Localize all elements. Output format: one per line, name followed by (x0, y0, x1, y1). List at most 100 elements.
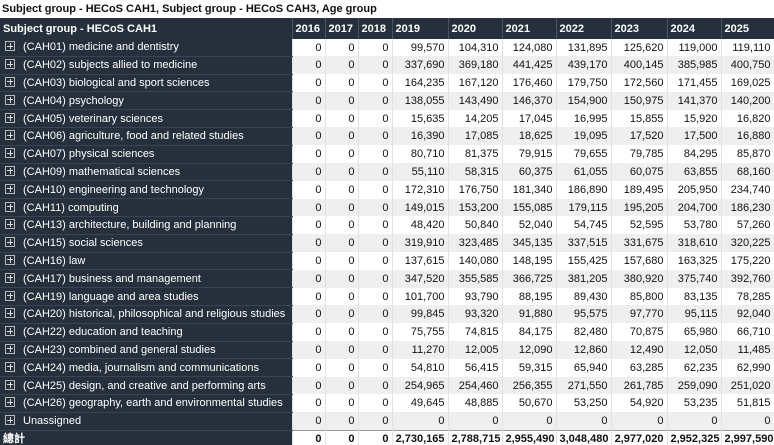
cell-value: 0 (292, 198, 326, 217)
cell-value: 0 (325, 358, 359, 377)
cell-value: 12,005 (448, 341, 503, 359)
expand-icon[interactable] (5, 237, 15, 248)
cell-value: 0 (325, 305, 359, 324)
cell-value: 11,485 (721, 341, 774, 359)
cell-value: 17,500 (667, 127, 722, 146)
expand-icon[interactable] (5, 219, 15, 230)
expand-icon[interactable] (5, 326, 15, 337)
cell-value: 74,815 (448, 323, 503, 342)
expand-icon[interactable] (5, 308, 15, 319)
cell-value: 85,800 (611, 287, 668, 306)
expand-icon[interactable] (5, 59, 15, 70)
expand-icon[interactable] (5, 130, 15, 141)
expand-icon[interactable] (5, 148, 15, 159)
cell-value: 57,260 (721, 216, 774, 235)
cell-value: 0 (611, 412, 668, 431)
cell-value: 52,595 (611, 216, 668, 235)
row-label: 總計 (0, 429, 293, 445)
cell-value: 0 (292, 163, 326, 181)
expand-icon[interactable] (5, 254, 15, 265)
row-label-text: (CAH23) combined and general studies (23, 343, 216, 356)
cell-value: 195,205 (611, 198, 668, 217)
cell-value: 337,515 (556, 234, 612, 253)
cell-value: 254,965 (392, 376, 449, 395)
expand-icon[interactable] (5, 165, 15, 176)
cell-value: 254,460 (448, 376, 503, 395)
expand-icon[interactable] (5, 361, 15, 372)
cell-value: 392,760 (721, 269, 774, 288)
cell-value: 0 (325, 252, 359, 270)
cell-value: 0 (358, 376, 393, 395)
cell-value: 95,115 (667, 305, 722, 324)
table-row: (CAH05) veterinary sciences 0 0 0 15,635 14,2… (0, 109, 774, 128)
table-row: (CAH13) architecture, building and plann… (0, 216, 774, 235)
cell-value: 125,620 (611, 39, 668, 57)
cell-value: 261,785 (611, 376, 668, 395)
table-row: (CAH10) engineering and technology 0 0 0 172… (0, 180, 774, 200)
cell-value: 150,975 (611, 91, 668, 110)
cell-value: 153,200 (448, 198, 503, 217)
cell-value: 179,115 (556, 198, 612, 217)
cell-value: 2,955,490 (502, 429, 557, 445)
row-label-text: (CAH22) education and teaching (23, 326, 183, 339)
row-label-text: Unassigned (23, 415, 82, 428)
expand-icon[interactable] (5, 379, 15, 390)
cell-value: 48,885 (448, 394, 503, 413)
row-label-text: (CAH02) subjects allied to medicine (23, 59, 198, 72)
expand-icon[interactable] (5, 76, 15, 87)
cell-value: 0 (292, 269, 326, 288)
cell-value: 0 (325, 216, 359, 235)
cell-value: 385,985 (667, 56, 722, 75)
cell-value: 204,700 (667, 198, 722, 217)
expand-icon[interactable] (5, 41, 15, 52)
row-label: (CAH04) psychology (0, 91, 293, 111)
expand-icon[interactable] (5, 94, 15, 105)
cell-value: 93,790 (448, 287, 503, 306)
cell-value: 167,120 (448, 74, 503, 92)
expand-icon[interactable] (5, 415, 15, 426)
table-row: (CAH15) social sciences 0 0 0 319,910 323,485… (0, 234, 774, 253)
cell-value: 0 (292, 127, 326, 146)
cell-value: 79,655 (556, 145, 612, 164)
cell-value: 319,910 (392, 234, 449, 253)
cell-value: 256,355 (502, 376, 557, 395)
cell-value: 80,710 (392, 145, 449, 164)
cell-value: 0 (358, 145, 393, 164)
expand-icon[interactable] (5, 397, 15, 408)
cell-value: 99,845 (392, 305, 449, 324)
cell-value: 0 (721, 412, 774, 431)
expand-icon[interactable] (5, 201, 15, 212)
cell-value: 15,855 (611, 109, 668, 128)
row-label: (CAH17) business and management (0, 269, 293, 289)
cell-value: 81,375 (448, 145, 503, 164)
cell-value: 85,870 (721, 145, 774, 164)
cell-value: 2,997,590 (721, 429, 774, 445)
expand-icon[interactable] (5, 183, 15, 194)
year-header: 2022 (556, 18, 612, 39)
cell-value: 176,460 (502, 74, 557, 92)
expand-icon[interactable] (5, 290, 15, 301)
expand-icon[interactable] (5, 112, 15, 123)
row-label: (CAH01) medicine and dentistry (0, 39, 293, 57)
cell-value: 0 (325, 127, 359, 146)
cell-value: 181,340 (502, 180, 557, 199)
expand-icon[interactable] (5, 272, 15, 283)
table-row: (CAH01) medicine and dentistry 0 0 0 99,570 1… (0, 39, 774, 57)
cell-value: 271,550 (556, 376, 612, 395)
cell-value: 0 (292, 216, 326, 235)
cell-value: 104,310 (448, 39, 503, 57)
data-table: Subject group - HECoS CAH1 2016 2017 2018 20… (0, 18, 774, 445)
cell-value: 62,990 (721, 358, 774, 377)
row-label: (CAH09) mathematical sciences (0, 163, 293, 182)
table-body: (CAH01) medicine and dentistry 0 0 0 99,570 1… (0, 39, 774, 445)
cell-value: 375,740 (667, 269, 722, 288)
cell-value: 0 (358, 180, 393, 199)
row-label-text: (CAH25) design, and creative and perform… (23, 379, 266, 392)
expand-icon[interactable] (5, 343, 15, 354)
row-label-text: (CAH04) psychology (23, 94, 124, 107)
cell-value: 84,175 (502, 323, 557, 342)
cell-value: 2,952,325 (667, 429, 722, 445)
cell-value: 50,840 (448, 216, 503, 235)
cell-value: 0 (325, 323, 359, 342)
